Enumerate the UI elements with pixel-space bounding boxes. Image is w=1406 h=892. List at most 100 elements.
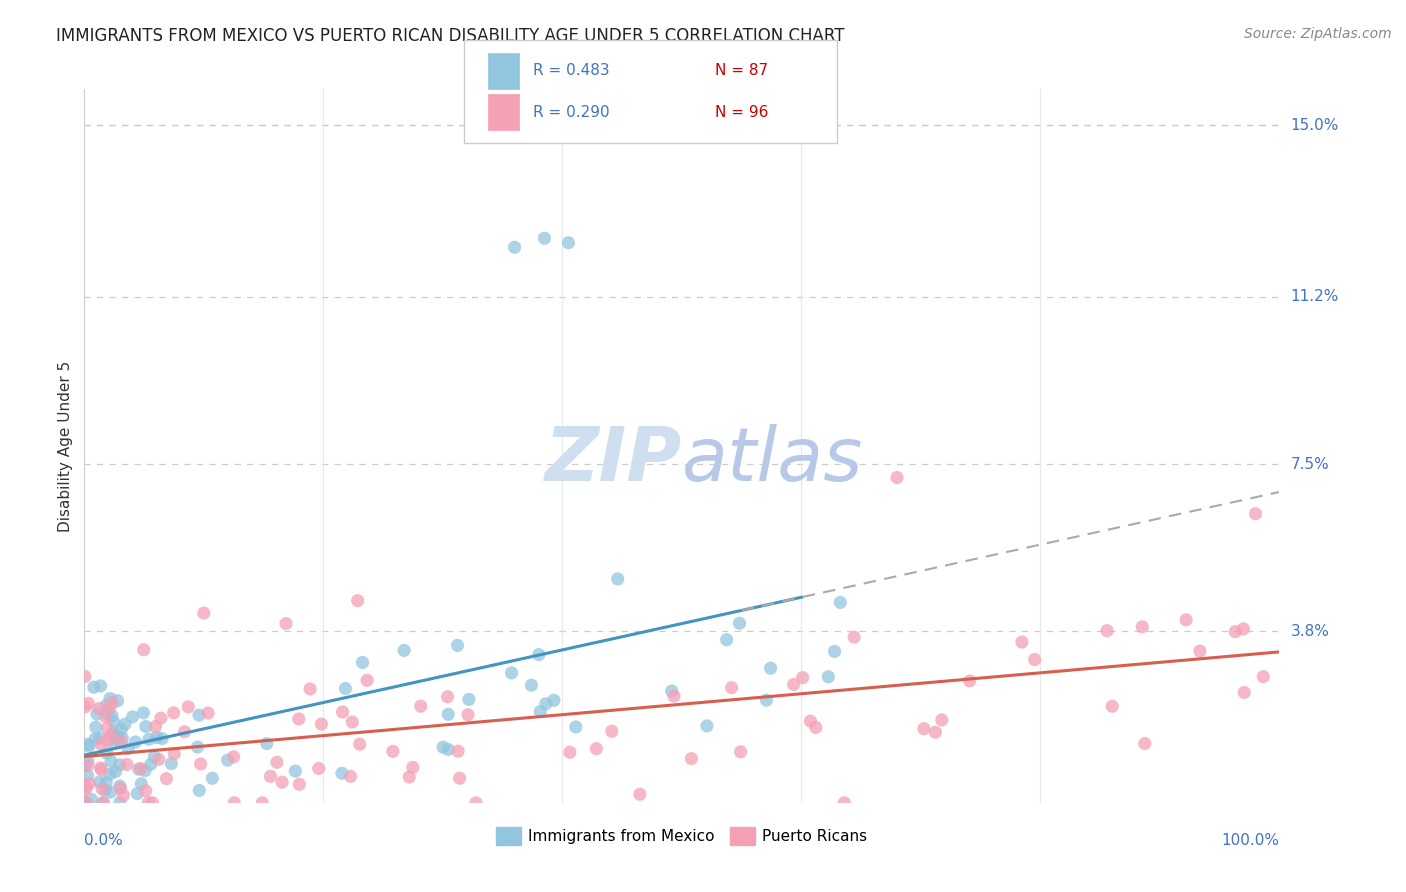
Point [346, 593, 368, 607]
Point [160, 756, 183, 771]
Point [217, 753, 239, 767]
Point [136, 796, 159, 810]
Point [308, 762, 330, 776]
Point [557, 235, 579, 250]
Point [465, 796, 488, 810]
Point [117, 741, 139, 756]
Point [628, 787, 651, 801]
Point [266, 756, 288, 770]
Point [342, 714, 364, 729]
Point [97, 733, 120, 747]
Point [73, 669, 96, 683]
Point [98, 700, 121, 714]
Y-axis label: Disability Age Under 5: Disability Age Under 5 [58, 360, 73, 532]
Point [886, 470, 908, 484]
Point [177, 699, 200, 714]
Point [141, 796, 163, 810]
Point [77, 739, 100, 754]
Text: ZIP: ZIP [544, 424, 682, 497]
Point [1095, 624, 1118, 638]
Point [224, 796, 246, 810]
Point [432, 740, 454, 755]
Point [105, 731, 128, 746]
Point [98, 767, 121, 781]
Point [77, 696, 100, 710]
Point [449, 771, 471, 785]
Point [842, 630, 865, 644]
Point [830, 595, 852, 609]
Point [77, 758, 100, 772]
Point [162, 706, 184, 720]
Point [84, 731, 107, 746]
Point [728, 616, 751, 631]
Point [149, 711, 172, 725]
Point [1251, 670, 1274, 684]
Point [259, 769, 281, 783]
Point [832, 796, 855, 810]
Point [77, 737, 100, 751]
Text: 7.5%: 7.5% [1291, 457, 1329, 472]
Point [100, 785, 122, 799]
Point [352, 656, 374, 670]
Point [108, 796, 131, 810]
Point [681, 751, 703, 765]
Point [89, 775, 111, 789]
Point [533, 231, 555, 245]
Point [446, 638, 468, 652]
Point [1244, 507, 1267, 521]
Text: 0.0%: 0.0% [84, 833, 124, 848]
Text: 3.8%: 3.8% [1291, 624, 1330, 639]
Point [356, 673, 378, 688]
Point [271, 775, 294, 789]
Point [193, 606, 215, 620]
Point [662, 689, 685, 703]
Point [527, 648, 550, 662]
Point [93, 796, 115, 810]
Point [121, 710, 143, 724]
Point [108, 757, 131, 772]
Point [80, 792, 103, 806]
Point [98, 691, 121, 706]
Point [91, 796, 114, 810]
Point [73, 700, 96, 714]
Point [330, 766, 353, 780]
Point [100, 729, 122, 743]
Point [931, 713, 953, 727]
Point [274, 616, 297, 631]
Point [585, 741, 607, 756]
Point [661, 684, 683, 698]
Text: R = 0.483: R = 0.483 [533, 63, 609, 78]
Point [1188, 644, 1211, 658]
Point [503, 240, 526, 254]
Point [188, 783, 211, 797]
Point [1232, 622, 1254, 636]
Point [381, 744, 404, 758]
Point [94, 709, 117, 723]
Point [73, 783, 96, 797]
Point [1133, 737, 1156, 751]
Point [87, 701, 110, 715]
Point [86, 706, 108, 721]
Point [924, 725, 946, 739]
Point [110, 781, 132, 796]
Point [115, 757, 138, 772]
Point [565, 720, 588, 734]
Point [89, 731, 111, 745]
Point [101, 726, 124, 740]
Point [458, 692, 481, 706]
Point [529, 705, 551, 719]
Point [112, 789, 135, 803]
Point [339, 769, 361, 783]
Point [139, 757, 162, 772]
Point [107, 729, 129, 743]
Point [755, 693, 778, 707]
Point [299, 681, 322, 696]
Point [335, 681, 357, 696]
Point [143, 749, 166, 764]
Point [76, 768, 98, 782]
Point [90, 763, 112, 777]
Point [163, 747, 186, 761]
Point [173, 724, 195, 739]
Point [501, 665, 523, 680]
Point [1011, 635, 1033, 649]
